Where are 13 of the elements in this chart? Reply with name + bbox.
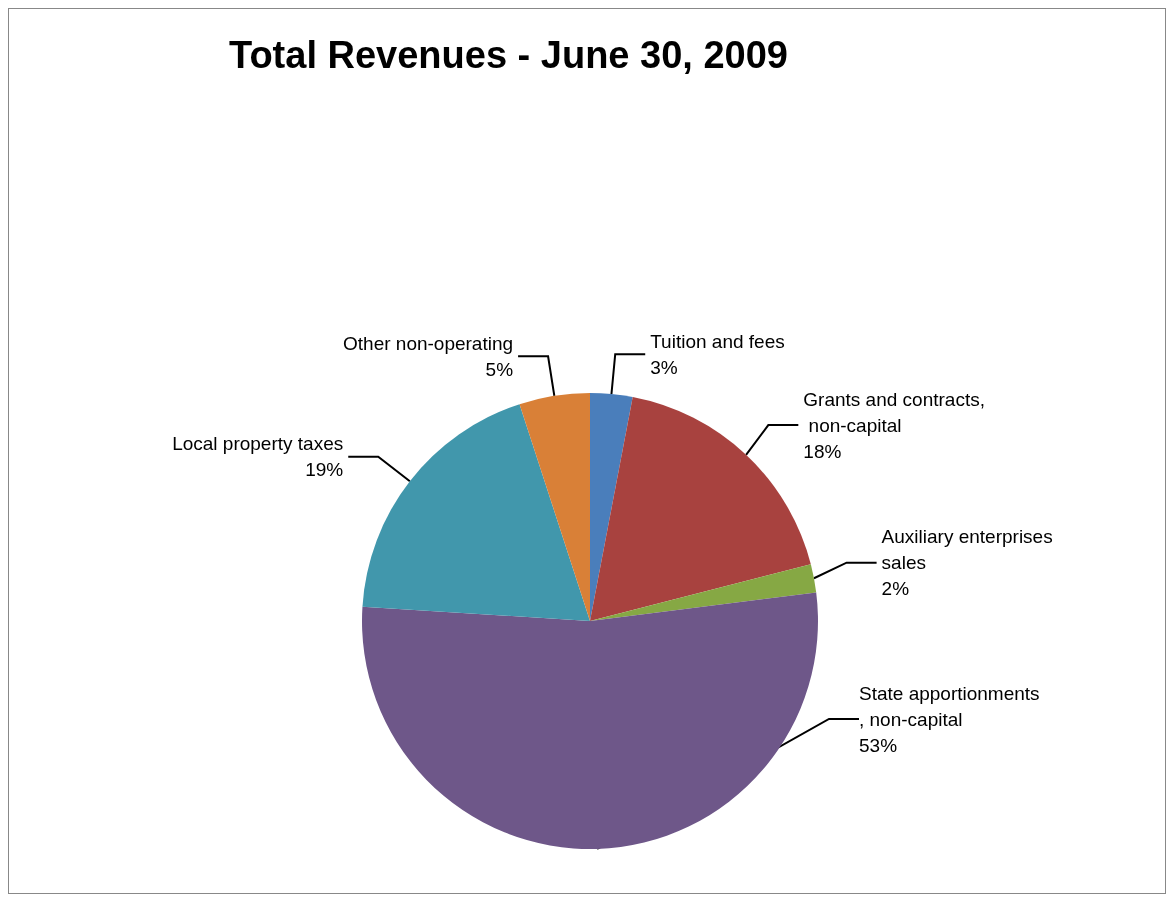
slice-label: Other non-operating [343,332,514,354]
slice-label: Tuition and fees [650,330,785,352]
chart-title: Total Revenues - June 30, 2009 [229,34,788,76]
slice-label: Auxiliary enterprises sales [881,526,1058,574]
data-label: 18% [803,440,842,462]
data-label: 2% [881,578,910,600]
data-label: 53% [859,734,898,756]
slice-label: Grants and contracts, non-capital [803,388,985,436]
slice-label: Local property taxes [172,433,344,455]
slice-label: State apportionments, non-capital [859,682,1040,730]
data-label: 3% [650,356,678,378]
data-label: 19% [305,459,344,481]
data-label: 5% [485,358,514,380]
